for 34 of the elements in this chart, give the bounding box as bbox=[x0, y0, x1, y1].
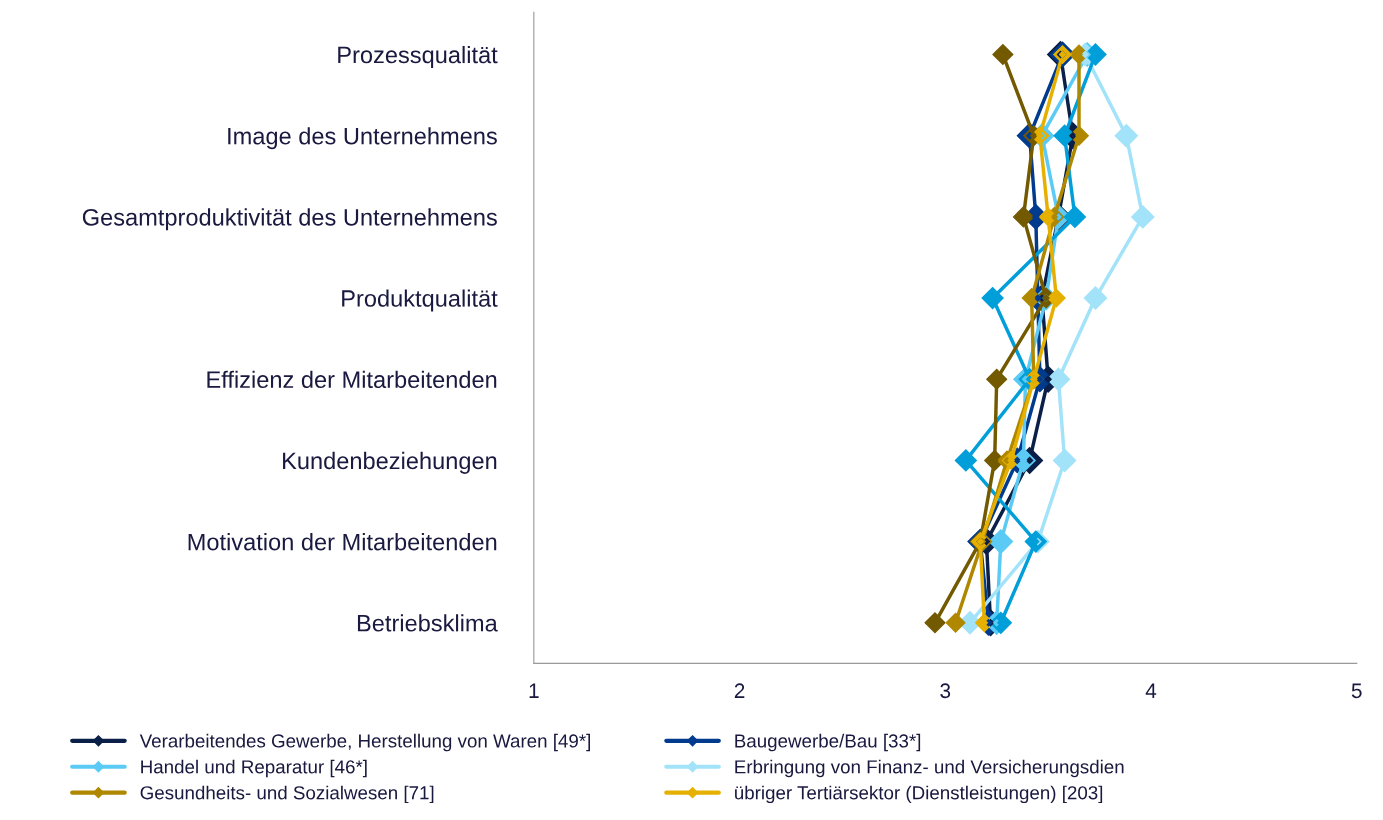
point bbox=[1063, 205, 1086, 228]
point bbox=[954, 449, 977, 472]
point bbox=[1047, 288, 1066, 308]
y-tick-label: Kundenbeziehungen bbox=[283, 451, 497, 474]
legend-label: übriger Tertiärsektor (Dienstleistungen) [203] bbox=[735, 785, 1103, 804]
y-tick-label: Effizienz der Mitarbeitenden bbox=[207, 370, 497, 389]
y-tick-label: Prozessqualität bbox=[338, 45, 498, 68]
point bbox=[986, 368, 1008, 390]
point bbox=[1083, 286, 1108, 310]
x-tick-label: 2 bbox=[734, 683, 745, 698]
point bbox=[1131, 205, 1155, 229]
point bbox=[924, 612, 946, 634]
point bbox=[981, 286, 1004, 310]
x-tick-label: 4 bbox=[1145, 683, 1157, 698]
legend-label: Erbringung von Finanz- und Versicherungsdien bbox=[735, 759, 1124, 778]
x-tick-label: 5 bbox=[1351, 683, 1362, 699]
legend-label: Handel und Reparatur [46*] bbox=[141, 759, 367, 778]
y-tick-label: Betriebsklima bbox=[357, 614, 498, 632]
point bbox=[1052, 448, 1077, 473]
y-tick-label: Produktqualität bbox=[342, 289, 498, 312]
point bbox=[1046, 367, 1071, 391]
point bbox=[945, 612, 966, 633]
point bbox=[1012, 206, 1034, 228]
legend-label: Baugewerbe/Bau [33*] bbox=[735, 733, 921, 752]
y-tick-label: Motivation der Mitarbeitenden bbox=[188, 533, 497, 551]
point bbox=[1114, 124, 1139, 148]
y-tick-label: Gesamtproduktivität des Unternehmens bbox=[82, 208, 497, 231]
x-tick-label: 1 bbox=[529, 683, 539, 698]
legend-label: Gesundheits- und Sozialwesen [71] bbox=[140, 785, 434, 804]
x-tick-label: 3 bbox=[940, 683, 951, 699]
point bbox=[992, 43, 1014, 66]
point bbox=[988, 529, 1014, 554]
legend-label: Verarbeitendes Gewerbe, Herstellung von Waren [49*] bbox=[139, 733, 590, 752]
y-tick-label: Image des Unternehmens bbox=[228, 127, 497, 150]
